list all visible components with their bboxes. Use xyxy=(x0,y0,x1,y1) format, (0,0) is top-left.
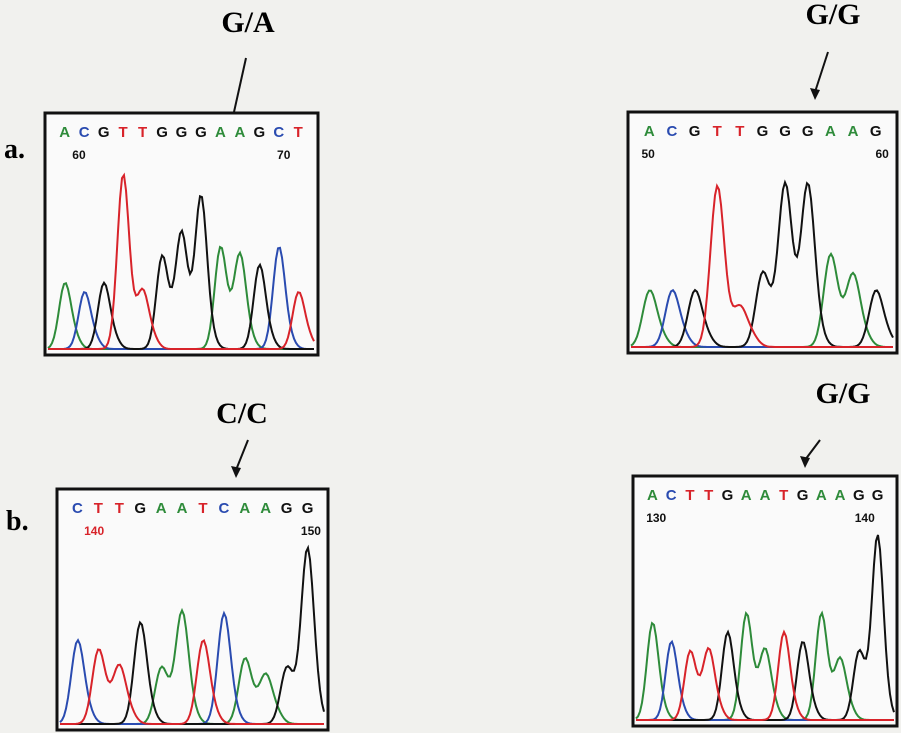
base-call: A xyxy=(816,487,827,504)
base-call: A xyxy=(647,487,658,504)
base-call: T xyxy=(779,487,788,504)
base-call: T xyxy=(735,123,744,140)
base-call: C xyxy=(218,500,229,517)
base-call: G xyxy=(156,124,168,141)
base-call: C xyxy=(667,123,678,140)
base-call: G xyxy=(779,123,791,140)
position-number: 60 xyxy=(875,147,889,161)
base-call: T xyxy=(115,500,124,517)
position-number: 70 xyxy=(277,148,291,162)
base-call: G xyxy=(870,123,882,140)
position-number: 140 xyxy=(84,524,104,538)
base-call: A xyxy=(741,487,752,504)
position-number: 140 xyxy=(855,511,875,525)
base-call: G xyxy=(797,487,809,504)
base-call: A xyxy=(59,124,70,141)
panel-frame xyxy=(628,112,897,353)
base-call: A xyxy=(215,124,226,141)
base-call: T xyxy=(198,500,207,517)
figure: a. b. G/AACGTTGGGAAGCT6070G/GACGTTGGGAAG… xyxy=(0,0,901,733)
base-call: A xyxy=(260,500,271,517)
genotype-label: G/G xyxy=(815,377,870,410)
base-call: T xyxy=(294,124,303,141)
genotype-label: G/A xyxy=(221,6,275,39)
base-call: A xyxy=(234,124,245,141)
base-call: A xyxy=(835,487,846,504)
base-call: T xyxy=(685,487,694,504)
base-call: A xyxy=(177,500,188,517)
position-number: 50 xyxy=(641,147,655,161)
base-call: T xyxy=(119,124,128,141)
base-call: G xyxy=(722,487,734,504)
base-call: G xyxy=(872,487,884,504)
base-call: G xyxy=(302,500,314,517)
base-call: T xyxy=(713,123,722,140)
base-call: G xyxy=(853,487,865,504)
base-call: G xyxy=(254,124,266,141)
base-call: G xyxy=(757,123,769,140)
base-call: A xyxy=(644,123,655,140)
base-call: G xyxy=(689,123,701,140)
base-call: A xyxy=(848,123,859,140)
base-call: G xyxy=(195,124,207,141)
base-call: T xyxy=(704,487,713,504)
base-call: C xyxy=(72,500,83,517)
base-call: A xyxy=(760,487,771,504)
base-call: C xyxy=(79,124,90,141)
base-call: C xyxy=(273,124,284,141)
position-number: 130 xyxy=(646,511,666,525)
position-number: 150 xyxy=(301,524,321,538)
base-call: T xyxy=(138,124,147,141)
genotype-label: C/C xyxy=(216,397,268,430)
base-call: G xyxy=(281,500,293,517)
base-call: C xyxy=(666,487,677,504)
base-call: G xyxy=(134,500,146,517)
base-call: A xyxy=(825,123,836,140)
genotype-label: G/G xyxy=(805,0,860,31)
base-call: A xyxy=(239,500,250,517)
position-number: 60 xyxy=(72,148,86,162)
base-call: A xyxy=(156,500,167,517)
base-call: T xyxy=(94,500,103,517)
base-call: G xyxy=(176,124,188,141)
row-label: a. xyxy=(4,134,25,165)
base-call: G xyxy=(802,123,814,140)
row-label: b. xyxy=(6,506,29,537)
base-call: G xyxy=(98,124,110,141)
